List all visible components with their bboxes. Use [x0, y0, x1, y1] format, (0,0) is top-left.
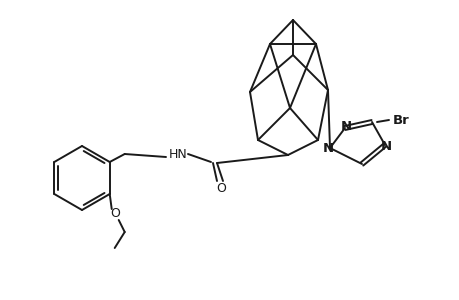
Text: N: N — [380, 140, 391, 152]
Text: N: N — [322, 142, 333, 154]
Text: O: O — [216, 182, 225, 194]
Text: O: O — [110, 208, 119, 220]
Text: HN: HN — [168, 148, 187, 161]
Text: N: N — [340, 121, 351, 134]
Text: Br: Br — [392, 113, 409, 127]
